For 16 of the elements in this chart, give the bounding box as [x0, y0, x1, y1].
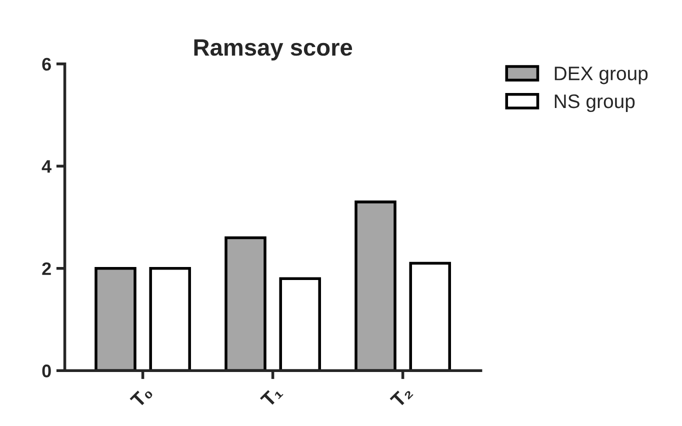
- bar: [354, 200, 396, 371]
- x-tick-label: T₁: [260, 384, 284, 408]
- y-tick-label: 2: [42, 262, 51, 275]
- bar: [279, 277, 321, 371]
- chart-title: Ramsay score: [194, 39, 352, 60]
- legend-label: NS group: [554, 94, 635, 112]
- x-tick-label: T₀: [130, 385, 154, 409]
- y-tick-label: 0: [42, 364, 51, 378]
- bar: [409, 262, 451, 371]
- y-tick-label: 4: [42, 160, 52, 173]
- x-tick-label: T₂: [390, 385, 414, 409]
- bar: [94, 266, 136, 371]
- bar: [149, 266, 191, 371]
- y-tick-label: 6: [42, 58, 51, 71]
- bar: [224, 236, 266, 371]
- legend-label: DEX group: [554, 66, 648, 84]
